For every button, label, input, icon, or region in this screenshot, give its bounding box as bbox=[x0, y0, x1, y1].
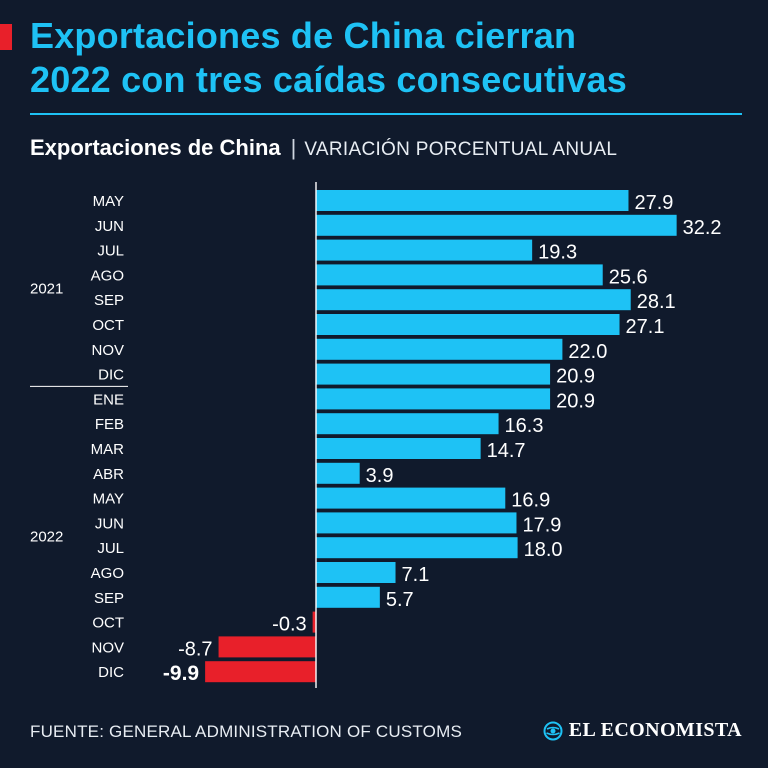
category-label-17: SEP bbox=[94, 590, 124, 607]
brand-logo: EL ECONOMISTA bbox=[543, 719, 742, 742]
category-label-10: FEB bbox=[95, 416, 124, 433]
bar-20 bbox=[205, 661, 316, 683]
value-label-8: 20.9 bbox=[556, 366, 595, 388]
bar-9 bbox=[316, 388, 551, 410]
chart-subtitle: Exportaciones de China | VARIACIÓN PORCENT… bbox=[30, 134, 617, 164]
bar-15 bbox=[316, 537, 518, 559]
bar-3 bbox=[316, 239, 533, 261]
value-label-20: -9.9 bbox=[163, 662, 199, 685]
bar-16 bbox=[316, 562, 396, 583]
value-label-1: 27.9 bbox=[634, 192, 673, 214]
category-label-1: MAY bbox=[93, 193, 124, 210]
category-label-6: OCT bbox=[92, 317, 124, 334]
bar-13 bbox=[316, 487, 506, 509]
bar-chart: MAY 27.9 JUN 32.2 JUL 19.3 AGO 25.6 SEP 28.1 OCT 27… bbox=[30, 182, 722, 688]
category-label-4: AGO bbox=[91, 267, 124, 284]
category-label-8: DIC bbox=[98, 367, 124, 384]
bar-1 bbox=[316, 190, 629, 211]
value-label-16: 7.1 bbox=[402, 564, 430, 586]
value-label-2: 32.2 bbox=[683, 217, 722, 239]
value-label-19: -8.7 bbox=[178, 638, 212, 660]
brand-name: EL ECONOMISTA bbox=[568, 719, 742, 741]
bar-17 bbox=[316, 586, 380, 608]
category-label-20: DIC bbox=[98, 664, 124, 681]
value-label-15: 18.0 bbox=[524, 539, 563, 561]
value-label-18: -0.3 bbox=[272, 614, 306, 636]
value-label-7: 22.0 bbox=[568, 341, 607, 363]
chart-title: Exportaciones de China bbox=[30, 135, 281, 160]
source-note: FUENTE: GENERAL ADMINISTRATION OF CUSTOM… bbox=[30, 722, 462, 741]
bar-19 bbox=[218, 636, 316, 658]
category-label-7: NOV bbox=[91, 342, 124, 359]
title-line-2: 2022 con tres caídas consecutivas bbox=[30, 59, 627, 100]
page-title: Exportaciones de China cierran 2022 con … bbox=[30, 14, 760, 102]
year-label-2022: 2022 bbox=[30, 528, 63, 545]
bar-2 bbox=[316, 214, 677, 236]
value-label-4: 25.6 bbox=[609, 266, 648, 288]
category-label-12: ABR bbox=[93, 466, 124, 483]
value-label-9: 20.9 bbox=[556, 390, 595, 412]
value-label-10: 16.3 bbox=[505, 415, 544, 437]
category-label-16: AGO bbox=[91, 565, 124, 582]
value-label-13: 16.9 bbox=[511, 490, 550, 512]
title-line-1: Exportaciones de China cierran bbox=[30, 15, 577, 56]
bar-11 bbox=[316, 438, 481, 459]
value-label-6: 27.1 bbox=[626, 316, 665, 338]
value-label-11: 14.7 bbox=[487, 440, 526, 462]
value-label-5: 28.1 bbox=[637, 291, 676, 313]
category-label-18: OCT bbox=[92, 615, 124, 632]
category-label-5: SEP bbox=[94, 292, 124, 309]
bar-6 bbox=[316, 314, 620, 335]
category-label-11: MAR bbox=[91, 441, 125, 458]
subtitle-separator: | bbox=[290, 135, 297, 160]
bar-4 bbox=[316, 264, 603, 286]
category-label-13: MAY bbox=[93, 491, 124, 508]
year-label-2021: 2021 bbox=[30, 280, 63, 297]
bar-18 bbox=[312, 611, 316, 633]
value-label-17: 5.7 bbox=[386, 589, 414, 611]
category-label-14: JUN bbox=[95, 515, 124, 532]
category-label-2: JUN bbox=[95, 218, 124, 235]
globe-icon bbox=[543, 721, 563, 740]
bar-10 bbox=[316, 413, 499, 435]
bar-5 bbox=[316, 289, 631, 311]
title-accent-bar bbox=[0, 24, 12, 50]
value-label-12: 3.9 bbox=[366, 465, 394, 487]
bar-8 bbox=[316, 363, 551, 385]
bar-12 bbox=[316, 462, 360, 484]
bar-14 bbox=[316, 512, 517, 534]
category-label-19: NOV bbox=[91, 639, 124, 656]
category-label-9: ENE bbox=[93, 391, 124, 408]
value-label-14: 17.9 bbox=[522, 514, 561, 536]
category-label-3: JUL bbox=[97, 243, 124, 260]
title-divider bbox=[30, 113, 742, 115]
bar-7 bbox=[316, 338, 563, 360]
category-label-15: JUL bbox=[97, 540, 124, 557]
value-label-3: 19.3 bbox=[538, 242, 577, 264]
chart-unit-label: VARIACIÓN PORCENTUAL ANUAL bbox=[304, 139, 618, 160]
